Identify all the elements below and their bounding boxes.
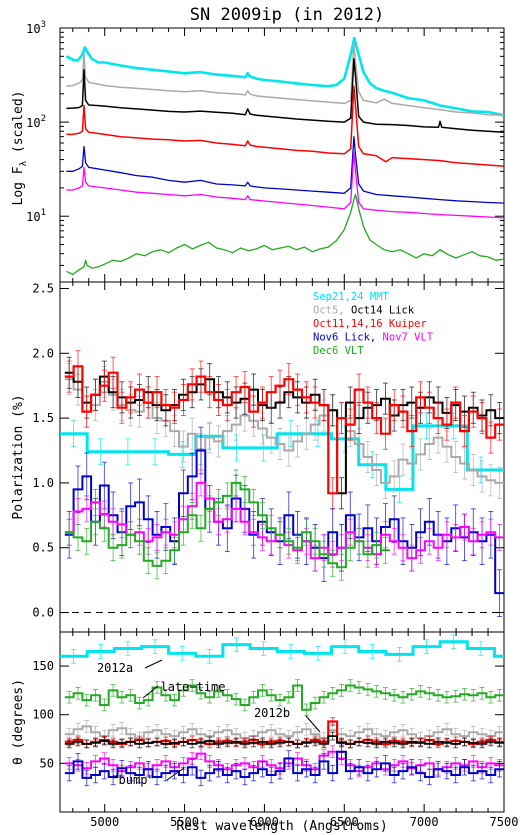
annotation-2012a-pointer bbox=[144, 659, 163, 669]
polarization-series-6 bbox=[64, 469, 390, 581]
y-tick-label: 0.0 bbox=[32, 606, 54, 620]
angle-series-6 bbox=[64, 743, 504, 787]
legend-label: Sep21,24 MMT bbox=[313, 291, 390, 303]
y-tick-label: 50 bbox=[40, 756, 54, 770]
legend-label: Oct5, bbox=[313, 305, 351, 317]
y-tick-label: 1.5 bbox=[32, 411, 54, 425]
y-tick-label: 103 bbox=[26, 20, 46, 36]
polarization-step-line bbox=[64, 449, 504, 595]
legend-entry: Nov6 Lick, Nov7 VLT bbox=[313, 332, 434, 344]
x-tick-label: 7500 bbox=[490, 815, 519, 829]
flux-spectrum-2 bbox=[66, 58, 505, 134]
flux-spectrum-4 bbox=[66, 136, 505, 204]
polarization-step-line bbox=[60, 424, 504, 491]
angle-panel-frame bbox=[59, 631, 505, 813]
legend-label: Oct11,14,16 Kuiper bbox=[313, 318, 427, 330]
legend-entry: Oct5, Oct14 Lick bbox=[313, 305, 415, 317]
legend-label: Dec6 VLT bbox=[313, 345, 364, 357]
angle-series-1 bbox=[64, 679, 504, 717]
legend-entry: Dec6 VLT bbox=[313, 345, 364, 357]
x-tick-label: 7000 bbox=[410, 815, 439, 829]
polarization-series-0 bbox=[60, 412, 504, 503]
annotation-late-time: late−time bbox=[160, 680, 225, 694]
x-axis-label: Rest wavelength (Angstroms) bbox=[176, 819, 387, 834]
x-tick-label: 6500 bbox=[330, 815, 359, 829]
polarization-step-line bbox=[64, 481, 390, 569]
legend-label: Oct14 Lick bbox=[351, 305, 415, 317]
x-tick-label: 6000 bbox=[250, 815, 279, 829]
chart-title: SN 2009ip (in 2012) bbox=[190, 5, 384, 25]
flux-spectrum-5 bbox=[66, 151, 505, 219]
x-tick-label: 5500 bbox=[170, 815, 199, 829]
flux-spectrum-1 bbox=[66, 41, 505, 117]
annotation-late-time-pointer bbox=[142, 685, 159, 699]
annotation-bump-pointer bbox=[166, 767, 185, 781]
legend-entry: Sep21,24 MMT bbox=[313, 291, 390, 303]
annotation-2012b: 2012b bbox=[254, 706, 290, 720]
legend-entry: Oct11,14,16 Kuiper bbox=[313, 318, 427, 330]
y-tick-label: 2.5 bbox=[32, 281, 54, 295]
y-tick-label: 102 bbox=[26, 114, 46, 130]
angle-step-line bbox=[60, 640, 504, 658]
flux-ylabel: Log Fλ (scaled) bbox=[11, 90, 29, 205]
x-tick-label: 5000 bbox=[90, 815, 119, 829]
y-tick-label: 0.5 bbox=[32, 541, 54, 555]
y-tick-label: 2.0 bbox=[32, 346, 54, 360]
flux-spectrum-0 bbox=[65, 36, 505, 117]
angle-series-0 bbox=[60, 634, 504, 664]
angle-step-line bbox=[64, 684, 504, 711]
flux-spectrum-3 bbox=[66, 85, 505, 167]
legend: Sep21,24 MMT Oct5, Oct14 LickOct11,14,16 … bbox=[313, 291, 434, 357]
polarization-panel-frame bbox=[59, 281, 505, 633]
angle-ylabel: θ (degrees) bbox=[11, 679, 26, 765]
polarization-ylabel: Polarization (%) bbox=[11, 394, 26, 519]
annotation-2012a: 2012a bbox=[97, 661, 133, 675]
legend-label: Nov6 Lick, bbox=[313, 332, 383, 344]
annotation-bump: "bump" bbox=[111, 773, 154, 787]
polarization-step-line bbox=[64, 365, 504, 495]
tick-layer: 5000 5500 6000 6500 7000 7500 101 102 103 0.0 0.5 1… bbox=[26, 20, 518, 829]
y-tick-label: 150 bbox=[32, 659, 54, 673]
flux-spectrum-6 bbox=[66, 193, 505, 276]
angle-series-4 bbox=[64, 731, 504, 749]
legend-label: Nov7 VLT bbox=[383, 332, 434, 344]
y-tick-label: 100 bbox=[32, 708, 54, 722]
polarization-series-3 bbox=[64, 350, 504, 510]
y-tick-label: 101 bbox=[26, 208, 46, 224]
angle-step-line bbox=[64, 735, 504, 745]
y-tick-label: 1.0 bbox=[32, 476, 54, 490]
data-layer bbox=[60, 36, 505, 787]
angle-step-line bbox=[64, 750, 504, 779]
annotation-2012b-pointer bbox=[305, 715, 321, 733]
